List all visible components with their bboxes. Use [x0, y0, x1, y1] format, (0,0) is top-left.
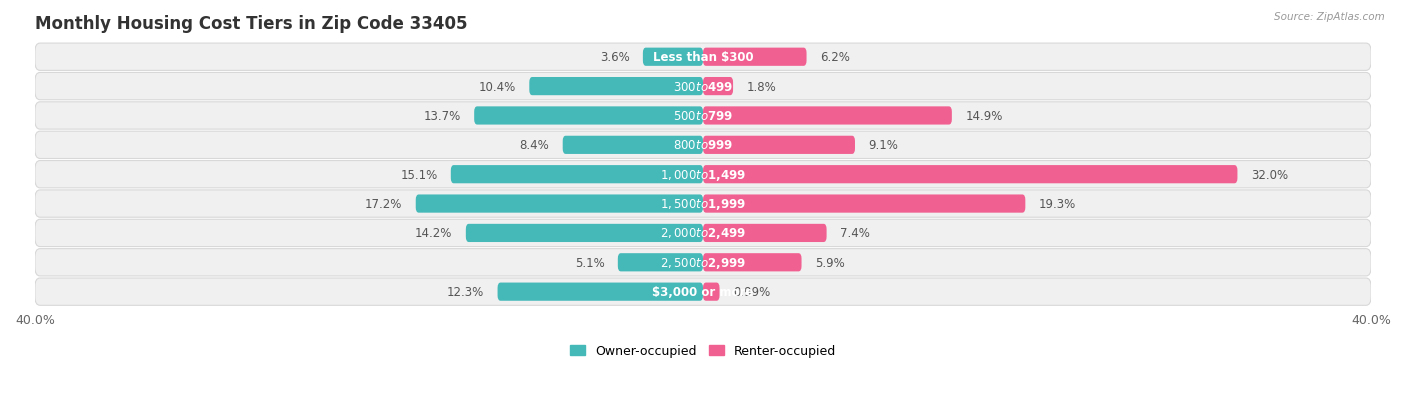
FancyBboxPatch shape: [451, 166, 703, 184]
Text: Monthly Housing Cost Tiers in Zip Code 33405: Monthly Housing Cost Tiers in Zip Code 3…: [35, 15, 467, 33]
Text: 1.8%: 1.8%: [747, 81, 776, 93]
FancyBboxPatch shape: [35, 44, 1371, 71]
Text: Source: ZipAtlas.com: Source: ZipAtlas.com: [1274, 12, 1385, 22]
Text: 7.4%: 7.4%: [839, 227, 870, 240]
Text: $1,000 to $1,499: $1,000 to $1,499: [659, 167, 747, 182]
Text: 0.99%: 0.99%: [733, 285, 770, 299]
FancyBboxPatch shape: [35, 278, 1371, 306]
Text: 15.1%: 15.1%: [401, 168, 437, 181]
Text: 5.9%: 5.9%: [815, 256, 845, 269]
Text: $800 to $999: $800 to $999: [673, 139, 733, 152]
FancyBboxPatch shape: [35, 73, 1371, 100]
Text: $3,000 or more: $3,000 or more: [652, 285, 754, 299]
FancyBboxPatch shape: [35, 190, 1371, 218]
FancyBboxPatch shape: [703, 48, 807, 66]
Text: $300 to $499: $300 to $499: [673, 81, 733, 93]
FancyBboxPatch shape: [703, 224, 827, 242]
FancyBboxPatch shape: [474, 107, 703, 125]
Text: 14.2%: 14.2%: [415, 227, 453, 240]
FancyBboxPatch shape: [35, 102, 1371, 130]
FancyBboxPatch shape: [529, 78, 703, 96]
FancyBboxPatch shape: [35, 249, 1371, 276]
Text: $2,500 to $2,999: $2,500 to $2,999: [659, 255, 747, 270]
Legend: Owner-occupied, Renter-occupied: Owner-occupied, Renter-occupied: [565, 339, 841, 363]
Text: 14.9%: 14.9%: [965, 110, 1002, 123]
Text: 10.4%: 10.4%: [478, 81, 516, 93]
Text: $500 to $799: $500 to $799: [673, 110, 733, 123]
FancyBboxPatch shape: [617, 254, 703, 272]
FancyBboxPatch shape: [643, 48, 703, 66]
FancyBboxPatch shape: [562, 136, 703, 154]
FancyBboxPatch shape: [35, 161, 1371, 188]
FancyBboxPatch shape: [703, 78, 733, 96]
Text: 9.1%: 9.1%: [869, 139, 898, 152]
Text: 13.7%: 13.7%: [423, 110, 461, 123]
FancyBboxPatch shape: [498, 283, 703, 301]
FancyBboxPatch shape: [703, 195, 1025, 213]
FancyBboxPatch shape: [703, 283, 720, 301]
FancyBboxPatch shape: [703, 107, 952, 125]
FancyBboxPatch shape: [35, 220, 1371, 247]
Text: 3.6%: 3.6%: [600, 51, 630, 64]
Text: 6.2%: 6.2%: [820, 51, 849, 64]
FancyBboxPatch shape: [416, 195, 703, 213]
FancyBboxPatch shape: [703, 254, 801, 272]
Text: 17.2%: 17.2%: [366, 197, 402, 211]
Text: $2,000 to $2,499: $2,000 to $2,499: [659, 226, 747, 241]
FancyBboxPatch shape: [703, 166, 1237, 184]
FancyBboxPatch shape: [465, 224, 703, 242]
Text: 12.3%: 12.3%: [447, 285, 484, 299]
Text: Less than $300: Less than $300: [652, 51, 754, 64]
Text: 32.0%: 32.0%: [1251, 168, 1288, 181]
Text: $1,500 to $1,999: $1,500 to $1,999: [659, 197, 747, 211]
Text: 19.3%: 19.3%: [1039, 197, 1076, 211]
FancyBboxPatch shape: [703, 136, 855, 154]
Text: 8.4%: 8.4%: [520, 139, 550, 152]
FancyBboxPatch shape: [35, 132, 1371, 159]
Text: 5.1%: 5.1%: [575, 256, 605, 269]
